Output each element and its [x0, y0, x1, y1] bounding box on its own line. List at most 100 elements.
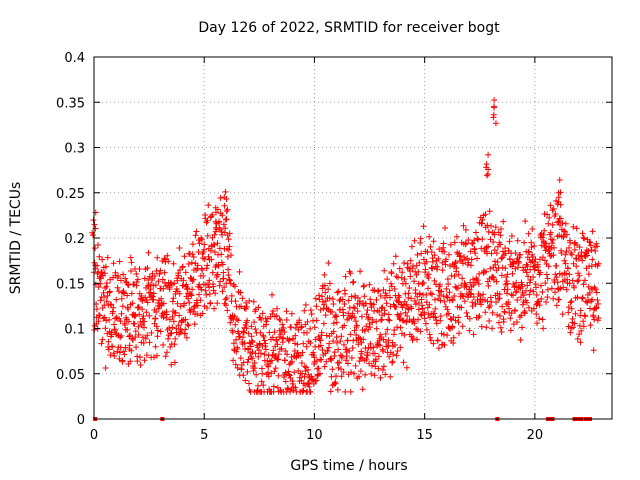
scatter-point	[343, 357, 350, 364]
scatter-point	[128, 259, 135, 266]
scatter-point	[591, 316, 598, 323]
scatter-point	[362, 371, 369, 378]
scatter-point	[121, 322, 128, 329]
scatter-point	[439, 267, 446, 274]
scatter-point	[586, 289, 593, 296]
scatter-point	[135, 331, 142, 338]
scatter-point	[472, 229, 479, 236]
scatter-point	[529, 226, 536, 233]
scatter-point	[361, 282, 368, 289]
scatter-point	[590, 313, 597, 320]
scatter-point	[507, 256, 514, 263]
scatter-point	[145, 249, 152, 256]
scatter-point	[356, 373, 363, 380]
scatter-point	[475, 236, 482, 243]
scatter-point	[475, 281, 482, 288]
scatter-point	[425, 271, 432, 278]
scatter-point	[107, 352, 114, 359]
scatter-point	[252, 326, 259, 333]
scatter-point	[286, 336, 293, 343]
scatter-point	[514, 237, 521, 244]
scatter-point	[141, 275, 148, 282]
scatter-point	[254, 387, 261, 394]
scatter-point	[459, 275, 466, 282]
scatter-point	[106, 316, 113, 323]
scatter-point	[190, 276, 197, 283]
scatter-point	[560, 284, 567, 291]
scatter-point	[157, 328, 164, 335]
scatter-point	[109, 343, 116, 350]
scatter-point	[254, 382, 261, 389]
scatter-point	[204, 217, 211, 224]
scatter-point	[233, 336, 240, 343]
scatter-point	[313, 377, 320, 384]
scatter-point	[437, 297, 444, 304]
scatter-point	[585, 271, 592, 278]
scatter-point	[277, 331, 284, 338]
y-tick-label: 0.25	[56, 187, 85, 202]
scatter-point	[223, 294, 230, 301]
scatter-point	[512, 249, 519, 256]
scatter-point	[525, 304, 532, 311]
scatter-point	[552, 271, 559, 278]
scatter-point	[447, 241, 454, 248]
scatter-point	[587, 242, 594, 249]
scatter-point	[381, 307, 388, 314]
scatter-point	[343, 346, 350, 353]
scatter-point	[249, 339, 256, 346]
scatter-point	[220, 221, 227, 228]
scatter-point	[518, 324, 525, 331]
scatter-point	[221, 202, 228, 209]
scatter-point	[126, 342, 133, 349]
scatter-point	[487, 236, 494, 243]
scatter-point	[213, 226, 220, 233]
scatter-point	[282, 378, 289, 385]
scatter-point	[268, 357, 275, 364]
scatter-point	[146, 339, 153, 346]
scatter-point	[563, 231, 570, 238]
scatter-point	[422, 266, 429, 273]
scatter-point	[556, 177, 563, 184]
scatter-point	[118, 332, 125, 339]
scatter-point	[545, 263, 552, 270]
scatter-point	[426, 301, 433, 308]
scatter-point	[525, 249, 532, 256]
scatter-point	[199, 266, 206, 273]
scatter-point	[125, 282, 132, 289]
scatter-point	[337, 352, 344, 359]
scatter-point	[342, 290, 349, 297]
scatter-point	[446, 289, 453, 296]
scatter-point	[146, 312, 153, 319]
scatter-point	[547, 202, 554, 209]
scatter-point	[340, 341, 347, 348]
scatter-point	[296, 374, 303, 381]
scatter-point	[252, 350, 259, 357]
scatter-point	[230, 357, 237, 364]
scatter-point	[258, 365, 265, 372]
scatter-point	[270, 383, 277, 390]
y-tick-label: 0.2	[64, 232, 85, 247]
scatter-point	[312, 295, 319, 302]
scatter-point	[585, 248, 592, 255]
scatter-point	[484, 222, 491, 229]
scatter-point	[486, 302, 493, 309]
scatter-point	[364, 307, 371, 314]
scatter-point	[165, 258, 172, 265]
scatter-point	[263, 318, 270, 325]
scatter-point	[510, 321, 517, 328]
scatter-point	[341, 322, 348, 329]
scatter-point	[99, 256, 106, 263]
scatter-point	[559, 220, 566, 227]
scatter-point	[194, 302, 201, 309]
x-tick-label: 10	[306, 428, 323, 443]
scatter-point	[429, 265, 436, 272]
scatter-point	[445, 281, 452, 288]
scatter-point	[453, 233, 460, 240]
scatter-point	[134, 358, 141, 365]
scatter-point	[483, 324, 490, 331]
scatter-point	[225, 272, 232, 279]
scatter-point	[418, 296, 425, 303]
scatter-point	[323, 358, 330, 365]
scatter-point	[474, 277, 481, 284]
scatter-point	[139, 297, 146, 304]
